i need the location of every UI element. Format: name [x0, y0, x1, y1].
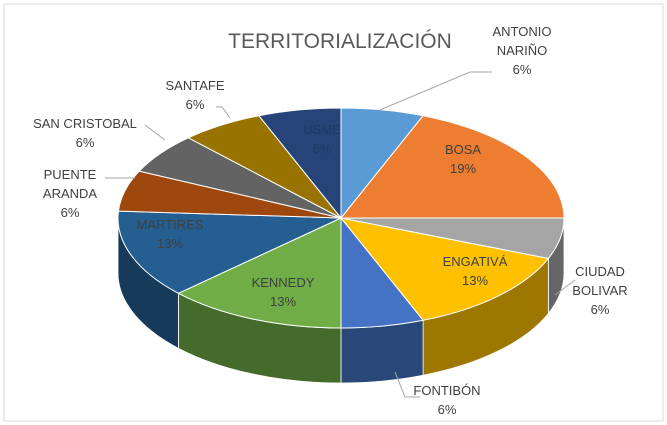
slice-value-label: 6% — [312, 141, 332, 156]
slice-value-label: 13% — [156, 236, 184, 251]
slice-label: PUENTE ARANDA — [42, 167, 98, 201]
leader-line — [144, 124, 166, 141]
slice-value-label: 6% — [512, 62, 532, 77]
slice-value-label: 6% — [185, 97, 205, 112]
leader-line — [554, 279, 576, 296]
slice — [177, 217, 342, 329]
slice-value-label: 6% — [590, 302, 610, 317]
slice-value-label: 6% — [60, 205, 80, 220]
slice — [339, 217, 550, 321]
slice — [339, 115, 565, 219]
leader-line — [379, 71, 492, 111]
slice — [117, 210, 342, 294]
slice-side — [340, 319, 424, 384]
slice-label: USME — [303, 122, 341, 137]
leader-line — [216, 106, 231, 119]
slice-label: FONTIBÓN — [413, 383, 481, 398]
slice-value-label: 13% — [269, 294, 297, 309]
slice-label: ANTONIO NARIÑO — [492, 24, 552, 58]
slice-label: SAN CRISTOBAL — [33, 116, 137, 131]
slice-label: BOSA — [444, 142, 482, 157]
slice-value-label: 6% — [75, 135, 95, 150]
chart-title: TERRITORIALIZACIÓN — [228, 30, 452, 53]
slice-label: ENGATIVÁ — [442, 254, 508, 269]
slice-value-label: 6% — [437, 402, 457, 417]
leader-line — [394, 371, 420, 398]
slice-value-label: 19% — [449, 161, 477, 176]
slice — [258, 107, 342, 220]
slice-value-label: 13% — [461, 273, 489, 288]
slice-label: CIUDAD BOLIVAR — [572, 264, 628, 298]
slice-label: SANTAFE — [165, 78, 225, 93]
slice-label: MARTIRES — [136, 217, 204, 232]
slice-label: KENNEDY — [251, 275, 315, 290]
